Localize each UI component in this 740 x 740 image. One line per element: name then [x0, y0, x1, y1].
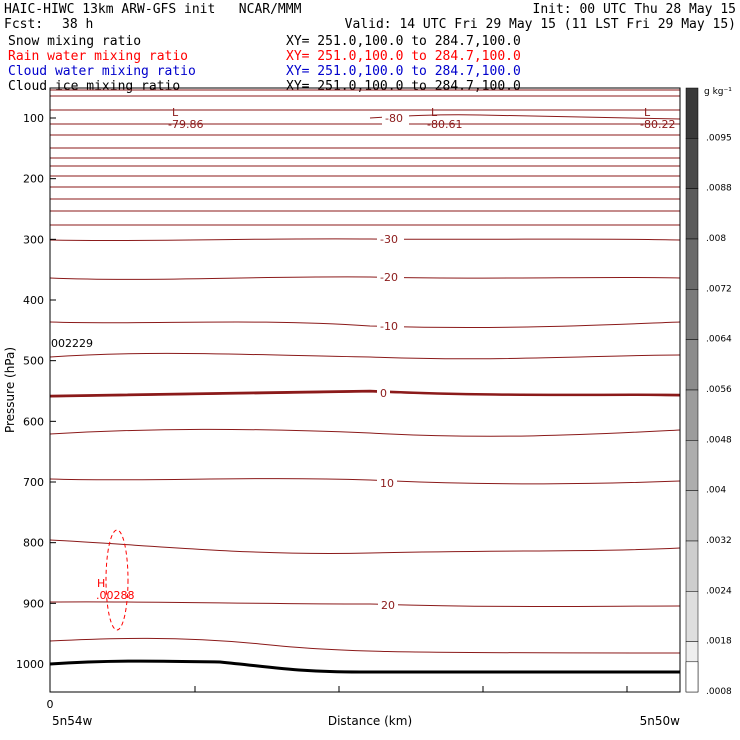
y-tick-label: 900: [23, 597, 44, 610]
temperature-contour: [49, 428, 681, 437]
temperature-contour: [369, 114, 681, 120]
colorbar-label: .0018: [706, 637, 732, 647]
colorbar-label: .0024: [706, 586, 732, 596]
y-tick-label: 300: [23, 233, 44, 246]
temperature-contour: [49, 276, 681, 280]
y-tick-label: 200: [23, 173, 44, 186]
y-tick-label: 100: [23, 112, 44, 125]
contour-label: -80: [385, 112, 403, 125]
colorbar-label: .0008: [706, 687, 732, 697]
colorbar-swatch: [685, 339, 699, 391]
temperature-contour: [49, 238, 681, 242]
contour-label-bg: [382, 112, 409, 125]
low-2-symbol: L: [431, 106, 438, 119]
contour-label: -30: [380, 233, 398, 246]
colorbar-swatch: [685, 188, 699, 240]
rain-mixing-ratio-contour: [105, 529, 129, 631]
colorbar: .0095 .0088 .008 .0072 .0064 .0056 .0048 .004 .0…: [685, 87, 732, 697]
rain-high-value: .00288: [96, 589, 135, 602]
field-name-rain: Rain water mixing ratio: [8, 49, 189, 64]
field-xy-rain: XY= 251.0,100.0 to 284.7,100.0: [286, 49, 521, 64]
y-axis: 100 200 300 400 500 600 700 800 900 1000: [16, 112, 56, 671]
forecast-hour: 38 h: [62, 17, 94, 32]
y-tick-label: 1000: [16, 658, 44, 671]
y-tick-label: 500: [23, 355, 44, 368]
colorbar-swatch: [685, 540, 699, 592]
field-name-cloud-water: Cloud water mixing ratio: [8, 64, 196, 79]
contour-labels: -80 -30 -20 -10 0 10 20: [377, 112, 409, 612]
colorbar-label: .008: [706, 234, 726, 244]
colorbar-swatch: [685, 661, 699, 693]
colorbar-label: .0072: [706, 284, 732, 294]
field-name-snow: Snow mixing ratio: [8, 34, 142, 49]
x-axis-label: Distance (km): [328, 714, 412, 728]
contour-label: 20: [381, 599, 395, 612]
colorbar-label: .0032: [706, 536, 732, 546]
contour-label-bg: [377, 477, 397, 490]
model-title: HAIC-HIWC 13km ARW-GFS init NCAR/MMM: [4, 2, 302, 17]
colorbar-label: .0064: [706, 335, 732, 345]
low-3-value: -80.22: [640, 118, 675, 131]
x-left-label: 5n54w: [52, 714, 93, 728]
field-xy-cloud-water: XY= 251.0,100.0 to 284.7,100.0: [286, 64, 521, 79]
plot-frame: [49, 87, 681, 693]
colorbar-units: g kg⁻¹: [704, 87, 732, 97]
colorbar-label: .0056: [706, 385, 732, 395]
contour-label: -20: [380, 271, 398, 284]
contour-label-bg: [378, 599, 398, 612]
rain-high-symbol: H: [97, 577, 105, 590]
contour-label-bg: [377, 271, 404, 284]
surface-pressure-line: [49, 659, 680, 674]
colorbar-swatch: [685, 440, 699, 491]
y-tick-label: 800: [23, 537, 44, 550]
init-time: Init: 00 UTC Thu 28 May 15: [532, 2, 737, 17]
colorbar-swatch: [685, 87, 699, 139]
low-1-value: -79.86: [168, 118, 203, 131]
freezing-level-contour: [49, 389, 681, 398]
temperature-contours: [49, 89, 681, 654]
snow-contour-label: 002229: [51, 337, 93, 350]
y-tick-label: 600: [23, 415, 44, 428]
x-axis: [49, 686, 628, 692]
field-xy-snow: XY= 251.0,100.0 to 284.7,100.0: [286, 34, 521, 49]
contour-label: 0: [380, 387, 387, 400]
contour-label: 10: [380, 477, 394, 490]
colorbar-label: .0048: [706, 435, 732, 445]
forecast-label: Fcst:: [4, 17, 44, 32]
contour-label-bg: [377, 320, 404, 333]
colorbar-label: .0088: [706, 184, 732, 194]
valid-time: Valid: 14 UTC Fri 29 May 15 (11 LST Fri …: [344, 17, 736, 32]
temperature-contour: [49, 321, 681, 328]
colorbar-swatch: [685, 591, 699, 642]
contour-label-bg: [377, 233, 404, 246]
temperature-contour: [49, 637, 681, 654]
colorbar-swatch: [685, 138, 699, 189]
temperature-contour: [49, 539, 681, 555]
y-axis-label: Pressure (hPa): [3, 347, 17, 433]
colorbar-label: .0095: [706, 133, 732, 143]
low-2-value: -80.61: [427, 118, 462, 131]
x-zero-label: 0: [47, 698, 54, 711]
low-3-symbol: L: [644, 106, 651, 119]
colorbar-swatch: [685, 289, 699, 340]
colorbar-swatch: [685, 490, 699, 542]
temperature-contour: [49, 601, 681, 607]
contour-label: -10: [380, 320, 398, 333]
temperature-contour: [49, 478, 681, 485]
colorbar-label: .004: [706, 486, 726, 496]
x-right-label: 5n50w: [640, 714, 681, 728]
temperature-contour: [49, 352, 681, 360]
contour-label-bg: [377, 387, 390, 400]
colorbar-swatch: [685, 389, 699, 441]
y-tick-label: 700: [23, 476, 44, 489]
colorbar-swatch: [685, 238, 699, 290]
low-1-symbol: L: [172, 106, 179, 119]
y-tick-label: 400: [23, 294, 44, 307]
